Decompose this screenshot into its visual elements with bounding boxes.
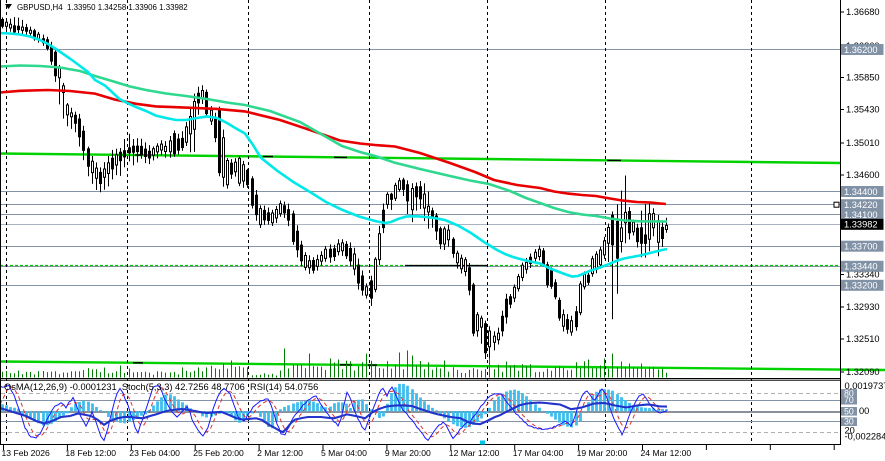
svg-text:1.35010: 1.35010 bbox=[846, 138, 880, 148]
svg-text:1.33440: 1.33440 bbox=[844, 262, 878, 272]
svg-text:1.33982: 1.33982 bbox=[844, 220, 878, 230]
svg-text:17 Mar 04:00: 17 Mar 04:00 bbox=[513, 448, 564, 458]
svg-text:50: 50 bbox=[844, 406, 854, 416]
svg-text:5 Mar 04:00: 5 Mar 04:00 bbox=[321, 448, 367, 458]
svg-text:1.36680: 1.36680 bbox=[846, 7, 880, 17]
svg-text:1.33340: 1.33340 bbox=[846, 270, 880, 280]
svg-text:-0,002284: -0,002284 bbox=[845, 432, 885, 442]
svg-text:1.32510: 1.32510 bbox=[846, 334, 880, 344]
svg-text:19 Mar 20:00: 19 Mar 20:00 bbox=[577, 448, 628, 458]
svg-text:23 Feb 04:00: 23 Feb 04:00 bbox=[129, 448, 180, 458]
svg-text:GBPUSD,H4 1.33950 1.34258 1.3: GBPUSD,H4 1.33950 1.34258 1.33906 1.3398… bbox=[17, 3, 188, 12]
svg-text:12 Mar 12:00: 12 Mar 12:00 bbox=[449, 448, 500, 458]
svg-text:1.34100: 1.34100 bbox=[844, 210, 878, 220]
svg-text:18 Feb 12:00: 18 Feb 12:00 bbox=[65, 448, 116, 458]
svg-text:9 Mar 20:00: 9 Mar 20:00 bbox=[385, 448, 431, 458]
svg-text:00: 00 bbox=[859, 406, 869, 416]
svg-text:1.34220: 1.34220 bbox=[844, 200, 878, 210]
svg-text:0,0019737: 0,0019737 bbox=[845, 381, 885, 391]
svg-text:1.34400: 1.34400 bbox=[844, 187, 878, 197]
svg-text:20: 20 bbox=[845, 426, 855, 436]
svg-text:1.32090: 1.32090 bbox=[846, 367, 880, 377]
svg-text:70: 70 bbox=[844, 395, 854, 405]
svg-text:1.33200: 1.33200 bbox=[844, 281, 878, 291]
svg-text:24 Mar 12:00: 24 Mar 12:00 bbox=[641, 448, 692, 458]
svg-text:1.35850: 1.35850 bbox=[846, 73, 880, 83]
svg-text:1.36200: 1.36200 bbox=[844, 45, 878, 55]
svg-text:13 Feb 2026: 13 Feb 2026 bbox=[2, 448, 50, 458]
svg-text:25 Feb 20:00: 25 Feb 20:00 bbox=[193, 448, 244, 458]
svg-text:OsMA(12,26,9) -0.0001231 Stoc: OsMA(12,26,9) -0.0001231 Stoch(5,3,3) 42… bbox=[4, 382, 318, 392]
svg-text:2 Mar 12:00: 2 Mar 12:00 bbox=[257, 448, 303, 458]
svg-text:80: 80 bbox=[844, 388, 854, 398]
svg-text:1.34600: 1.34600 bbox=[846, 170, 880, 180]
svg-text:30: 30 bbox=[844, 417, 854, 427]
svg-text:1.32930: 1.32930 bbox=[846, 302, 880, 312]
svg-text:1.33700: 1.33700 bbox=[844, 242, 878, 252]
svg-text:1.35430: 1.35430 bbox=[846, 105, 880, 115]
